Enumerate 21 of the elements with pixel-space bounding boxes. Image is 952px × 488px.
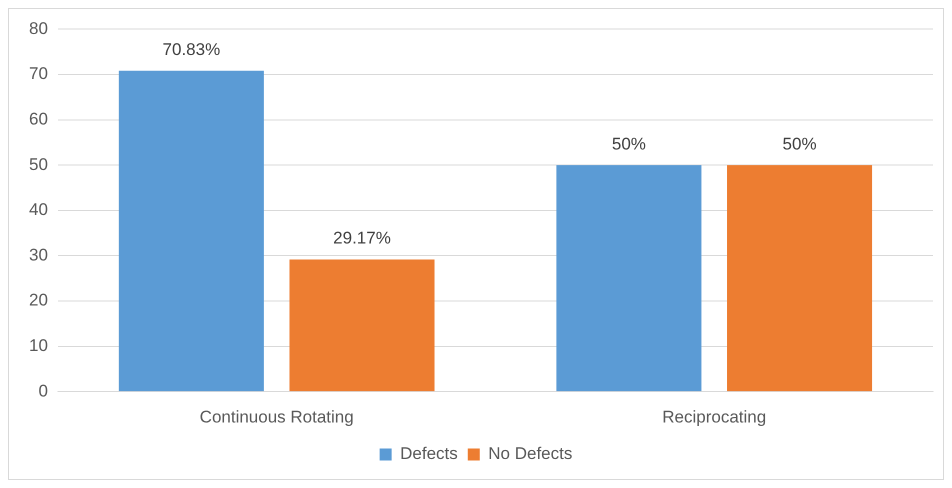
data-label: 29.17% [333,228,391,248]
y-tick-label: 10 [28,336,48,355]
bar [727,165,872,392]
legend-label: Defects [400,444,458,464]
legend-label: No Defects [488,444,572,464]
data-label: 70.83% [162,40,220,59]
bar [118,70,264,392]
y-tick-label: 20 [28,290,48,310]
x-tick-label: Continuous Rotating [200,407,354,426]
y-tick-label: 50 [28,154,48,174]
y-tick-label: 80 [28,18,48,38]
y-tick-label: 60 [28,109,48,128]
data-label: 50% [612,134,646,154]
data-label: 50% [782,134,817,154]
y-tick-label: 70 [28,64,48,84]
y-tick-label: 0 [38,381,48,400]
x-tick-label: Reciprocating [662,407,766,426]
bar [556,165,702,392]
y-tick-label: 40 [28,200,48,220]
y-tick-label: 30 [28,245,48,264]
bar [289,259,435,392]
